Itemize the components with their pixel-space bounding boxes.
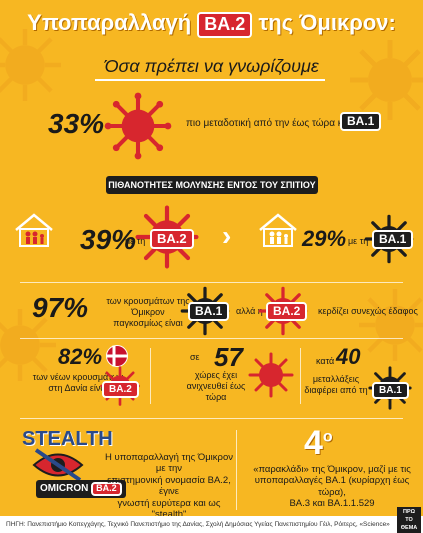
household-ba2-value: 39%	[80, 224, 137, 255]
divider	[150, 348, 151, 404]
fourth-text-line1: «παρακλάδι» της Όμικρον, μαζί με τις	[253, 464, 411, 475]
stealth-text: Η υποπαραλλαγή της Όμικρον με την επιστη…	[104, 452, 234, 520]
household-ba2-badge: BA.2	[150, 229, 194, 250]
title-suffix: της Όμικρον:	[258, 10, 396, 35]
divider	[236, 430, 237, 510]
global-value: 97%	[32, 292, 89, 323]
denmark-text: των νέων κρουσμάτων στη Δανία είναι	[22, 372, 134, 394]
omicron-tag-variant: BA.2	[91, 482, 122, 496]
global-ba1-badge: BA.1	[188, 302, 230, 322]
household-left-prefix: με τη	[125, 236, 146, 246]
denmark-value: 82%	[58, 344, 103, 369]
countries-prefix: σε	[190, 352, 200, 362]
stealth-text-line3: γνωστή ευρύτερα και ως "stealth"	[117, 497, 221, 520]
household-ba1-value: 29%	[302, 226, 347, 251]
mutations-value: 40	[336, 344, 361, 369]
ba1-badge: BA.1	[340, 112, 382, 132]
virus-icon	[248, 352, 294, 398]
divider	[20, 338, 403, 339]
mutations-ba1-badge: BA.1	[372, 382, 409, 399]
countries-text: χώρες έχει ανιχνευθεί έως τώρα	[176, 370, 256, 402]
fourth-text: «παρακλάδι» της Όμικρον, μαζί με τις υπο…	[244, 464, 420, 510]
title-variant-badge: BA.2	[197, 12, 253, 38]
logo-line3: ΘΕΜΑ	[400, 525, 418, 531]
virus-icon	[104, 92, 172, 160]
countries-value: 57	[214, 342, 243, 372]
fourth-text-line2: υποπαραλλαγές BA.1 (κυρίαρχη έως τώρα),	[254, 475, 410, 498]
omicron-ba2-tag: OMICRON BA.2	[36, 480, 126, 498]
mutations-text-line2: διαφέρει από τη	[304, 384, 368, 395]
fourth-value: 4ο	[304, 424, 333, 463]
fourth-number: 4	[304, 424, 323, 462]
logo-line2: ΤΟ	[405, 517, 413, 523]
publisher-logo: ΠΡΩ ΤΟ ΘΕΜΑ	[397, 507, 421, 533]
global-text: των κρουσμάτων της Όμικρον παγκοσμίως εί…	[98, 296, 198, 328]
page-subtitle: Όσα πρέπει να γνωρίζουμε	[104, 56, 319, 76]
source-credit: ΠΗΓΗ: Πανεπιστήμιο Κοπεγχάγης, Τεχνικό Π…	[0, 516, 423, 533]
mutations-text: μεταλλάξεις διαφέρει από τη	[300, 374, 372, 396]
divider	[20, 418, 403, 419]
denmark-ba2-badge: BA.2	[102, 381, 139, 398]
global-tail: κερδίζει συνεχώς έδαφος	[318, 306, 418, 316]
global-ba2-badge: BA.2	[266, 302, 308, 322]
background-virus-icon	[0, 29, 61, 101]
page-title: Υποπαραλλαγή BA.2 της Όμικρον:	[0, 10, 423, 38]
logo-line1: ΠΡΩ	[402, 509, 416, 515]
fourth-ordinal: ο	[322, 428, 333, 446]
divider	[20, 282, 403, 283]
transmissible-value: 33%	[48, 108, 105, 139]
denmark-text-line1: των νέων κρουσμάτων	[32, 372, 124, 382]
background-virus-icon	[350, 40, 423, 120]
mutations-prefix: κατά	[316, 356, 335, 366]
title-prefix: Υποπαραλλαγή	[27, 10, 192, 35]
omicron-tag-prefix: OMICRON	[40, 483, 89, 494]
household-ba1-badge: BA.1	[372, 230, 414, 250]
subtitle-underline	[95, 79, 325, 81]
stealth-label: STEALTH	[22, 428, 113, 450]
compare-arrow-icon: ›	[222, 220, 232, 251]
household-banner: ΠΙΘΑΝΟΤΗΤΕΣ ΜΟΛΥΝΣΗΣ ΕΝΤΟΣ ΤΟΥ ΣΠΙΤΙΟΥ	[106, 176, 318, 194]
divider	[300, 348, 301, 404]
stealth-text-line2: επιστημονική ονομασία BA.2, έγινε	[107, 474, 231, 498]
fourth-text-line3: BA.3 και BA.1.1.529	[289, 498, 375, 510]
denmark-flag-icon	[106, 345, 128, 367]
global-connector: αλλά η	[236, 306, 263, 316]
stealth-text-line1: Η υποπαραλλαγή της Όμικρον με την	[105, 452, 233, 475]
background-virus-icon	[0, 309, 56, 381]
background-virus-icon	[359, 289, 423, 361]
countries-text-line2: ανιχνευθεί έως τώρα	[186, 380, 246, 402]
global-text-line2: παγκοσμίως είναι	[113, 317, 183, 328]
countries-text-line1: χώρες έχει	[194, 370, 238, 380]
house-family-icon	[15, 213, 53, 247]
house-family-icon	[259, 213, 297, 247]
mutations-text-line1: μεταλλάξεις	[312, 374, 360, 384]
global-text-line1: των κρουσμάτων της Όμικρον	[106, 296, 190, 317]
transmissible-text: πιο μεταδοτική από την έως τώρα κυρίαρχη	[186, 118, 379, 129]
denmark-text-line2: στη Δανία είναι	[48, 382, 108, 393]
household-right-prefix: με τη	[348, 236, 369, 246]
stealth-eye-crossed-icon	[32, 448, 84, 482]
